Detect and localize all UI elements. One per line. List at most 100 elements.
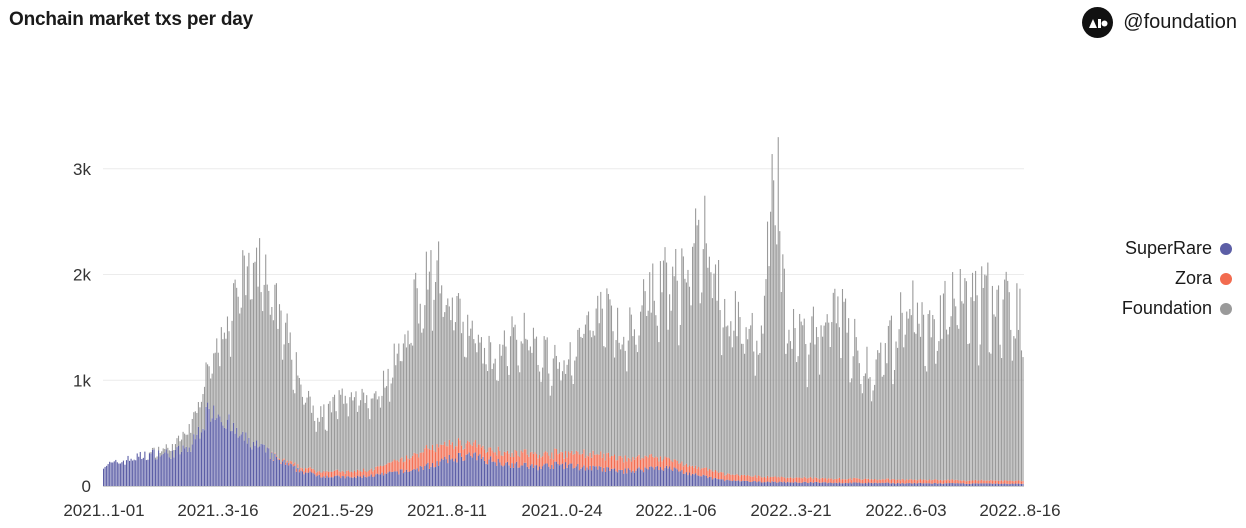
bar-foundation[interactable] xyxy=(459,298,461,441)
bar-superrare[interactable] xyxy=(803,481,805,486)
bar-zora[interactable] xyxy=(679,463,681,472)
bar-superrare[interactable] xyxy=(643,472,645,486)
bar-foundation[interactable] xyxy=(360,400,362,472)
bar-foundation[interactable] xyxy=(491,368,493,451)
bar-foundation[interactable] xyxy=(664,247,666,457)
bar-foundation[interactable] xyxy=(949,326,951,481)
bar-foundation[interactable] xyxy=(939,295,941,480)
bar-superrare[interactable] xyxy=(806,482,808,486)
bar-superrare[interactable] xyxy=(147,459,149,486)
bar-zora[interactable] xyxy=(497,446,499,460)
bar-superrare[interactable] xyxy=(262,444,264,486)
bar-foundation[interactable] xyxy=(372,398,374,472)
bar-superrare[interactable] xyxy=(831,482,833,486)
bar-foundation[interactable] xyxy=(692,246,694,466)
bar-foundation[interactable] xyxy=(272,320,274,461)
bar-superrare[interactable] xyxy=(852,482,854,486)
bar-superrare[interactable] xyxy=(558,465,561,486)
bar-foundation[interactable] xyxy=(757,354,759,476)
bar-zora[interactable] xyxy=(337,469,339,476)
bar-foundation[interactable] xyxy=(566,364,568,458)
bar-superrare[interactable] xyxy=(909,482,911,486)
bar-foundation[interactable] xyxy=(274,284,276,453)
bar-zora[interactable] xyxy=(659,456,661,468)
bar-superrare[interactable] xyxy=(508,465,510,486)
bar-superrare[interactable] xyxy=(431,463,434,486)
bar-superrare[interactable] xyxy=(561,463,564,486)
bar-foundation[interactable] xyxy=(848,318,850,479)
bar-foundation[interactable] xyxy=(927,313,929,481)
bar-zora[interactable] xyxy=(799,477,801,483)
bar-foundation[interactable] xyxy=(308,390,310,468)
bar-foundation[interactable] xyxy=(803,318,805,477)
bar-foundation[interactable] xyxy=(398,343,400,462)
bar-superrare[interactable] xyxy=(889,483,891,486)
bar-foundation[interactable] xyxy=(874,384,876,479)
bar-superrare[interactable] xyxy=(231,431,233,486)
bar-superrare[interactable] xyxy=(591,470,593,486)
bar-foundation[interactable] xyxy=(416,288,418,454)
bar-superrare[interactable] xyxy=(952,483,954,486)
bar-zora[interactable] xyxy=(505,452,507,463)
bar-zora[interactable] xyxy=(887,478,889,483)
bar-superrare[interactable] xyxy=(858,482,860,486)
bar-zora[interactable] xyxy=(698,467,700,476)
bar-superrare[interactable] xyxy=(580,468,582,486)
bar-zora[interactable] xyxy=(592,450,594,466)
bar-foundation[interactable] xyxy=(243,255,245,441)
bar-foundation[interactable] xyxy=(482,363,484,446)
bar-superrare[interactable] xyxy=(863,483,865,486)
bar-superrare[interactable] xyxy=(828,482,830,486)
bar-foundation[interactable] xyxy=(649,272,651,455)
bar-zora[interactable] xyxy=(956,479,958,484)
bar-superrare[interactable] xyxy=(266,447,268,486)
bar-superrare[interactable] xyxy=(139,451,141,486)
bar-foundation[interactable] xyxy=(991,285,993,481)
bar-superrare[interactable] xyxy=(457,452,460,486)
bar-foundation[interactable] xyxy=(953,298,955,481)
bar-zora[interactable] xyxy=(523,449,525,463)
bar-foundation[interactable] xyxy=(467,314,469,441)
bar-superrare[interactable] xyxy=(234,433,236,486)
bar-zora[interactable] xyxy=(803,476,805,482)
bar-zora[interactable] xyxy=(978,480,980,484)
bar-zora[interactable] xyxy=(961,480,963,484)
bar-foundation[interactable] xyxy=(309,396,311,467)
bar-superrare[interactable] xyxy=(924,483,926,486)
bar-foundation[interactable] xyxy=(857,350,859,479)
bar-superrare[interactable] xyxy=(635,470,637,486)
bar-foundation[interactable] xyxy=(490,342,492,448)
bar-foundation[interactable] xyxy=(173,450,175,458)
bar-zora[interactable] xyxy=(994,480,997,484)
bar-superrare[interactable] xyxy=(278,459,281,486)
bar-foundation[interactable] xyxy=(918,323,920,480)
bar-zora[interactable] xyxy=(427,448,429,463)
bar-zora[interactable] xyxy=(277,458,279,460)
bar-zora[interactable] xyxy=(748,475,750,482)
bar-foundation[interactable] xyxy=(200,401,203,433)
bar-zora[interactable] xyxy=(863,479,865,484)
bar-superrare[interactable] xyxy=(534,465,536,486)
bar-superrare[interactable] xyxy=(883,483,885,486)
bar-superrare[interactable] xyxy=(766,481,769,486)
bar-superrare[interactable] xyxy=(427,462,429,486)
bar-foundation[interactable] xyxy=(213,353,215,406)
bar-superrare[interactable] xyxy=(442,459,444,486)
bar-foundation[interactable] xyxy=(251,299,253,450)
bar-superrare[interactable] xyxy=(913,482,915,486)
bar-zora[interactable] xyxy=(555,449,557,462)
bar-zora[interactable] xyxy=(597,454,599,470)
bar-superrare[interactable] xyxy=(467,454,469,486)
bar-foundation[interactable] xyxy=(687,269,689,467)
bar-zora[interactable] xyxy=(430,449,432,467)
bar-zora[interactable] xyxy=(529,452,531,466)
bar-superrare[interactable] xyxy=(277,459,279,486)
bar-superrare[interactable] xyxy=(156,459,158,486)
bar-foundation[interactable] xyxy=(916,302,919,481)
bar-zora[interactable] xyxy=(375,466,377,475)
bar-superrare[interactable] xyxy=(552,468,554,486)
bar-foundation[interactable] xyxy=(684,278,686,465)
bar-superrare[interactable] xyxy=(699,476,701,486)
bar-zora[interactable] xyxy=(635,457,637,471)
bar-zora[interactable] xyxy=(494,452,496,463)
